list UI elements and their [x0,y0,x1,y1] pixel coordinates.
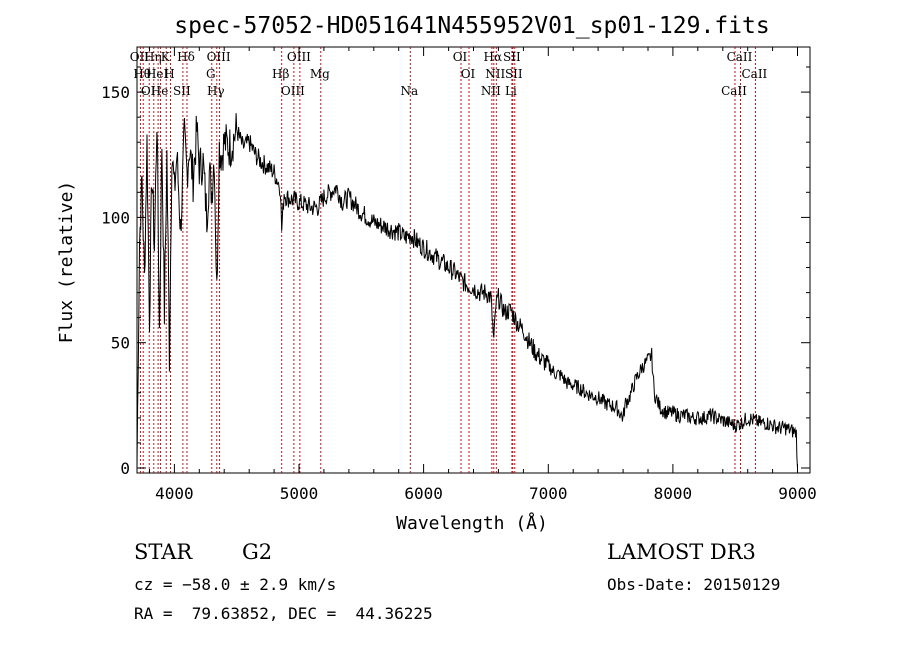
spectral-line-label: Hδ [177,50,195,64]
spectral-line-label: OII [130,50,150,64]
x-tick-label: 5000 [280,484,319,503]
spectral-line-label: CaII [721,84,747,98]
spectral-line-label: NII [485,67,505,81]
spectral-line-label: SII [503,50,521,64]
survey-name: LAMOST DR3 [607,540,756,564]
spectral-line-label: He [151,84,169,98]
x-axis-label: Wavelength (Å) [396,512,548,534]
spectrum-line [136,113,798,469]
x-tick-label: 9000 [778,484,817,503]
spectral-line-label: Na [400,84,418,98]
spectral-line-label: Hθ [133,67,151,81]
spectral-line-label: NII [481,84,501,98]
coordinates: RA = 79.63852, DEC = 44.36225 [134,604,433,623]
y-axis: 0 50 100 150 [101,66,810,478]
spectral-line-markers [139,47,756,473]
spectral-line-label: OIII [287,50,311,64]
y-axis-label: Flux (relative) [56,181,77,344]
spectral-line-label: OI [141,84,156,98]
x-tick-label: 8000 [654,484,693,503]
spectral-line-label: Hα [484,50,503,64]
spectral-line-label: H [164,67,174,81]
x-tick-label: 4000 [155,484,194,503]
spectral-line-label: Mg [310,67,330,81]
y-tick-label: 100 [101,208,130,227]
spectral-line-label: OI [453,50,468,64]
spectral-line-label: OIII [281,84,305,98]
redshift-cz: cz = −58.0 ± 2.9 km/s [134,575,337,594]
spectral-line-label: SII [173,84,191,98]
x-tick-label: 6000 [404,484,443,503]
y-tick-label: 150 [101,83,130,102]
spectral-line-label: SII [505,67,523,81]
spectral-line-labels: OII Hθ OI Hη HeI He KH SII Hδ G Hγ OIII Hβ OIII OIII Mg… [130,50,768,98]
object-subclass: G2 [242,540,273,564]
spectral-line-label: OI [461,67,476,81]
spectral-line-label: K [161,50,171,64]
y-tick-label: 50 [111,334,130,353]
spectral-line-label: CaII [741,67,767,81]
spectral-line-label: Li [505,84,517,98]
observation-date: Obs-Date: 20150129 [607,575,781,594]
spectral-line-label: CaII [727,50,753,64]
spectral-line-label: OIII [207,50,231,64]
plot-frame [136,46,811,474]
spectral-line-label: Hγ [207,84,225,98]
spectral-line-label: Hβ [272,67,289,81]
spectral-line-label: HeI [146,67,169,81]
spectral-line-label: G [206,67,216,81]
x-tick-label: 7000 [529,484,568,503]
x-axis: 4000 5000 6000 7000 8000 9000 [149,47,817,503]
y-tick-label: 0 [120,459,130,478]
spectral-line-label: Hη [144,50,162,64]
chart-title: spec-57052-HD051641N455952V01_sp01-129.f… [174,13,769,39]
object-class: STAR [134,540,193,564]
